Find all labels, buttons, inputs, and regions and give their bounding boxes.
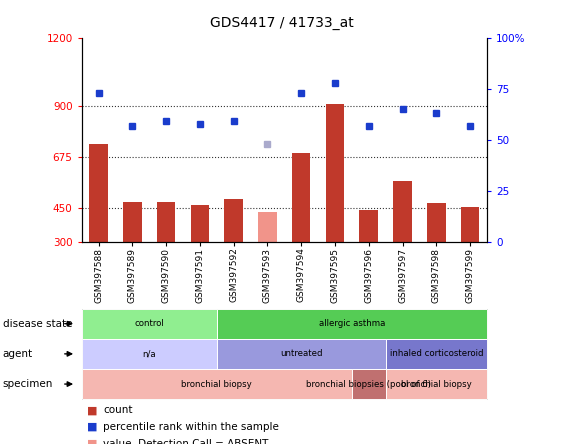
Text: control: control xyxy=(135,319,164,328)
Text: count: count xyxy=(103,405,132,415)
Text: untreated: untreated xyxy=(280,349,323,358)
Bar xyxy=(325,103,345,242)
Text: n/a: n/a xyxy=(142,349,156,358)
Text: allergic asthma: allergic asthma xyxy=(319,319,385,328)
Text: value, Detection Call = ABSENT: value, Detection Call = ABSENT xyxy=(103,439,269,444)
Text: disease state: disease state xyxy=(3,319,72,329)
Text: inhaled corticosteroid: inhaled corticosteroid xyxy=(390,349,483,358)
Bar xyxy=(258,213,277,242)
Text: ■: ■ xyxy=(87,422,98,432)
Bar xyxy=(427,203,446,242)
Text: bronchial biopsy: bronchial biopsy xyxy=(401,380,472,388)
Text: specimen: specimen xyxy=(3,379,53,389)
Bar xyxy=(157,202,176,242)
Bar xyxy=(190,205,209,242)
Text: agent: agent xyxy=(3,349,33,359)
Bar xyxy=(461,207,480,242)
Bar xyxy=(292,154,311,242)
Text: GDS4417 / 41733_at: GDS4417 / 41733_at xyxy=(209,16,354,30)
Text: percentile rank within the sample: percentile rank within the sample xyxy=(103,422,279,432)
Bar xyxy=(359,210,378,242)
Bar xyxy=(224,199,243,242)
Text: ■: ■ xyxy=(87,405,98,415)
Bar xyxy=(123,202,142,242)
Bar xyxy=(393,181,412,242)
Text: ■: ■ xyxy=(87,439,98,444)
Text: bronchial biopsies (pool of 6): bronchial biopsies (pool of 6) xyxy=(306,380,431,388)
Bar xyxy=(89,144,108,242)
Text: bronchial biopsy: bronchial biopsy xyxy=(181,380,252,388)
